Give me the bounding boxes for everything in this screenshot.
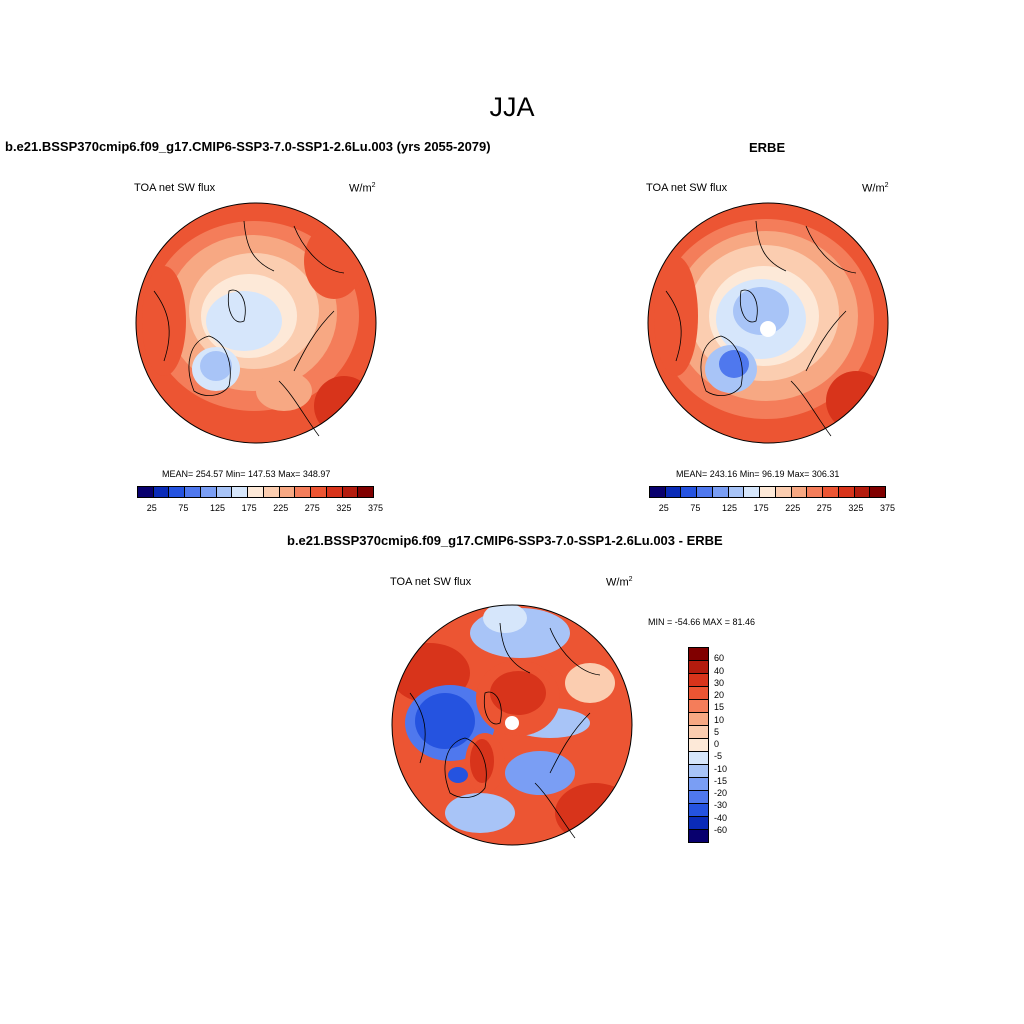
- panel1-units: W/m2: [349, 182, 376, 195]
- colorbar-tick-label: 175: [753, 503, 769, 513]
- colorbar-tick-label: 375: [880, 503, 896, 513]
- colorbar-swatch: [689, 687, 708, 700]
- colorbar-swatch: [358, 487, 374, 497]
- colorbar-tick-label: -30: [714, 800, 728, 811]
- panel1-heading: b.e21.BSSP370cmip6.f09_g17.CMIP6-SSP3-7.…: [5, 139, 491, 154]
- colorbar-swatch: [689, 830, 708, 842]
- colorbar-tick-label: 60: [714, 653, 725, 664]
- panel1-stats: MEAN= 254.57 Min= 147.53 Max= 348.97: [162, 469, 331, 479]
- colorbar-swatch: [689, 674, 708, 687]
- colorbar-tick-label: -10: [714, 763, 728, 774]
- colorbar-swatch: [760, 487, 776, 497]
- colorbar-swatch: [689, 752, 708, 765]
- colorbar-swatch: [263, 487, 280, 497]
- colorbar-swatch: [689, 804, 708, 817]
- panel2-map: [647, 202, 889, 444]
- colorbar-swatch: [650, 487, 666, 497]
- panel1-colorbar: [137, 486, 374, 498]
- colorbar-swatch: [712, 487, 729, 497]
- colorbar-tick-label: -15: [714, 775, 728, 786]
- colorbar-swatch: [689, 739, 708, 752]
- colorbar-tick-label: 275: [304, 503, 320, 513]
- colorbar-swatch: [689, 817, 708, 830]
- panel2-variable-label: TOA net SW flux: [646, 182, 728, 194]
- colorbar-swatch: [169, 487, 186, 497]
- colorbar-swatch: [838, 487, 855, 497]
- colorbar-swatch: [232, 487, 249, 497]
- colorbar-swatch: [689, 765, 708, 778]
- panel2-colorbar-labels: 25 75 125 175 225 275 325 375: [649, 503, 895, 515]
- colorbar-swatch: [342, 487, 359, 497]
- panel1-map: [135, 202, 377, 444]
- colorbar-tick-label: -20: [714, 788, 728, 798]
- colorbar-swatch: [689, 778, 708, 791]
- colorbar-tick-label: -60: [714, 824, 728, 835]
- colorbar-tick-label: 15: [714, 702, 725, 713]
- colorbar-tick-label: -40: [714, 812, 728, 823]
- colorbar-tick-label: 25: [146, 503, 157, 513]
- colorbar-swatch: [807, 487, 824, 497]
- panel3-heading: b.e21.BSSP370cmip6.f09_g17.CMIP6-SSP3-7.…: [287, 533, 723, 548]
- colorbar-tick-label: -5: [714, 751, 723, 762]
- colorbar-swatch: [775, 487, 792, 497]
- panel3-units: W/m2: [606, 576, 633, 589]
- panel1-variable-label: TOA net SW flux: [134, 182, 216, 194]
- colorbar-swatch: [689, 713, 708, 726]
- colorbar-tick-label: 20: [714, 690, 725, 700]
- colorbar-swatch: [326, 487, 343, 497]
- colorbar-tick-label: 225: [273, 503, 289, 513]
- colorbar-tick-label: 125: [210, 503, 226, 513]
- main-title: JJA: [489, 92, 535, 122]
- colorbar-swatch: [854, 487, 871, 497]
- colorbar-tick-label: 75: [690, 503, 701, 513]
- panel3-colorbar-labels: 60 40 30 20 15 10 5 0 -5 -10 -15 -20 -30 -40 -60: [714, 647, 754, 843]
- colorbar-swatch: [138, 487, 154, 497]
- panel2-stats: MEAN= 243.16 Min= 96.19 Max= 306.31: [676, 469, 840, 479]
- colorbar-swatch: [311, 487, 327, 497]
- colorbar-tick-label: 25: [658, 503, 669, 513]
- colorbar-swatch: [728, 487, 745, 497]
- colorbar-tick-label: 125: [722, 503, 738, 513]
- colorbar-swatch: [200, 487, 217, 497]
- panel3-map: [391, 604, 633, 846]
- colorbar-swatch: [665, 487, 682, 497]
- colorbar-swatch: [689, 661, 708, 674]
- colorbar-swatch: [295, 487, 312, 497]
- colorbar-swatch: [689, 700, 708, 713]
- colorbar-swatch: [279, 487, 296, 497]
- colorbar-swatch: [689, 791, 708, 804]
- colorbar-swatch: [185, 487, 201, 497]
- colorbar-swatch: [697, 487, 713, 497]
- colorbar-swatch: [823, 487, 839, 497]
- colorbar-tick-label: 325: [336, 503, 352, 513]
- colorbar-tick-label: 375: [368, 503, 384, 513]
- panel2-heading: ERBE: [749, 140, 786, 155]
- colorbar-tick-label: 175: [241, 503, 257, 513]
- panel3-variable-label: TOA net SW flux: [390, 576, 472, 588]
- colorbar-tick-label: 275: [816, 503, 832, 513]
- colorbar-swatch: [681, 487, 698, 497]
- colorbar-tick-label: 325: [848, 503, 864, 513]
- colorbar-swatch: [689, 648, 708, 661]
- colorbar-swatch: [870, 487, 886, 497]
- colorbar-swatch: [689, 726, 708, 739]
- colorbar-tick-label: 10: [714, 714, 725, 725]
- colorbar-swatch: [216, 487, 233, 497]
- panel3-colorbar: [688, 647, 709, 843]
- panel1-colorbar-labels: 25 75 125 175 225 275 325 375: [137, 503, 383, 515]
- colorbar-swatch: [248, 487, 264, 497]
- colorbar-swatch: [153, 487, 170, 497]
- panel2-units: W/m2: [862, 182, 889, 195]
- colorbar-tick-label: 225: [785, 503, 801, 513]
- colorbar-swatch: [744, 487, 761, 497]
- colorbar-swatch: [791, 487, 808, 497]
- colorbar-tick-label: 0: [714, 739, 720, 749]
- colorbar-tick-label: 5: [714, 726, 720, 737]
- panel3-stats: MIN = -54.66 MAX = 81.46: [648, 617, 756, 627]
- colorbar-tick-label: 75: [178, 503, 189, 513]
- colorbar-tick-label: 40: [714, 665, 725, 676]
- panel2-colorbar: [649, 486, 886, 498]
- colorbar-tick-label: 30: [714, 677, 725, 688]
